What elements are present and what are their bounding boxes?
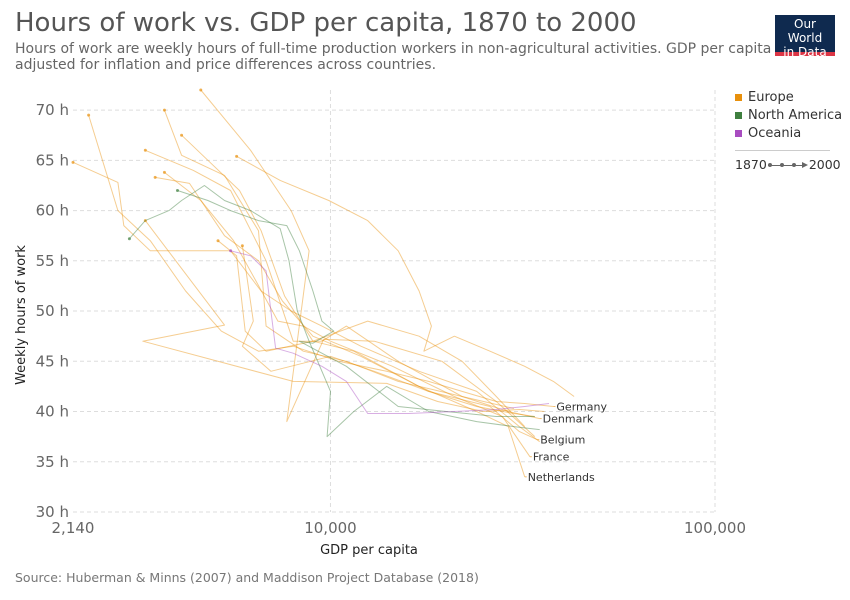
- legend-swatch-north-america: [735, 111, 742, 119]
- series-start-point[interactable]: [229, 249, 233, 253]
- series-line-series-10[interactable]: [241, 245, 535, 417]
- series-line-netherlands[interactable]: [181, 134, 526, 477]
- series-label-france: France: [533, 451, 570, 464]
- chart-subtitle: Hours of work are weekly hours of full-t…: [15, 41, 788, 73]
- series-start-point[interactable]: [180, 133, 184, 137]
- series-start-point[interactable]: [175, 188, 179, 192]
- time-arrow-icon: [767, 160, 808, 170]
- source-note: Source: Huberman & Minns (2007) and Madd…: [15, 570, 479, 585]
- legend-swatch-europe: [735, 93, 742, 101]
- y-tick-label: 40 h: [36, 403, 69, 421]
- series-start-point[interactable]: [71, 160, 75, 164]
- legend-divider: [735, 150, 830, 151]
- x-tick-label: 100,000: [684, 519, 746, 537]
- grid-lines: [73, 90, 716, 513]
- y-tick-label: 55 h: [36, 252, 69, 270]
- series-start-point[interactable]: [240, 244, 244, 248]
- series-line-series-5[interactable]: [72, 161, 540, 443]
- series-line-france[interactable]: [164, 172, 531, 457]
- series-line-series-12[interactable]: [129, 185, 540, 438]
- x-tick-label: 2,140: [52, 519, 95, 537]
- series-line-series-13[interactable]: [177, 190, 535, 417]
- legend-item-oceania[interactable]: Oceania: [735, 124, 842, 142]
- series-start-point[interactable]: [143, 219, 147, 223]
- logo-line-2: in Data: [783, 45, 827, 59]
- x-axis-label: GDP per capita: [320, 543, 418, 558]
- legend: Europe North America Oceania 1870 2000: [735, 88, 842, 172]
- series-start-point[interactable]: [162, 108, 166, 112]
- series-line-series-8[interactable]: [163, 109, 515, 409]
- series-line-series-14[interactable]: [230, 250, 550, 414]
- series-label-germany: Germany: [556, 401, 607, 414]
- legend-label-europe: Europe: [748, 89, 794, 105]
- series-line-series-7[interactable]: [200, 89, 536, 437]
- y-tick-label: 65 h: [36, 151, 69, 169]
- legend-item-north-america[interactable]: North America: [735, 106, 842, 124]
- series-line-belgium[interactable]: [155, 176, 538, 441]
- time-end-label: 2000: [808, 157, 841, 172]
- series-start-point[interactable]: [162, 170, 166, 174]
- logo-line-1: Our World: [787, 17, 823, 45]
- series-start-point[interactable]: [199, 88, 203, 92]
- series-start-point[interactable]: [143, 148, 147, 152]
- series-start-point[interactable]: [87, 113, 91, 117]
- legend-label-oceania: Oceania: [748, 125, 802, 141]
- series-line-series-9[interactable]: [236, 155, 575, 397]
- series-label-denmark: Denmark: [543, 413, 594, 426]
- series-line-series-6[interactable]: [142, 220, 545, 412]
- axis-ticks: 30 h 35 h 40 h 45 h 50 h 55 h 60 h 65 h 70 h 2,14…: [36, 101, 746, 537]
- y-tick-label: 30 h: [36, 503, 69, 521]
- series-label-netherlands: Netherlands: [528, 471, 595, 484]
- series-start-point[interactable]: [127, 237, 131, 241]
- legend-label-north-america: North America: [748, 107, 843, 123]
- x-tick-label: 10,000: [304, 519, 357, 537]
- y-tick-label: 35 h: [36, 453, 69, 471]
- legend-swatch-oceania: [735, 129, 742, 137]
- series-line-germany[interactable]: [88, 114, 554, 407]
- series-start-point[interactable]: [153, 175, 157, 179]
- series-label-belgium: Belgium: [540, 434, 585, 447]
- y-tick-label: 45 h: [36, 352, 69, 370]
- series-line-denmark[interactable]: [145, 149, 540, 420]
- y-tick-label: 70 h: [36, 101, 69, 119]
- legend-item-europe[interactable]: Europe: [735, 88, 842, 106]
- y-tick-label: 60 h: [36, 202, 69, 220]
- series-start-point[interactable]: [235, 154, 239, 158]
- series-start-point[interactable]: [216, 239, 220, 243]
- series-lines: [71, 88, 575, 477]
- y-axis-label: Weekly hours of work: [14, 245, 29, 385]
- owid-logo[interactable]: Our World in Data: [775, 15, 835, 59]
- time-range-indicator: 1870 2000: [735, 157, 842, 172]
- time-start-label: 1870: [735, 157, 767, 172]
- series-line-series-11[interactable]: [217, 240, 526, 427]
- y-tick-label: 50 h: [36, 302, 69, 320]
- chart-title: Hours of work vs. GDP per capita, 1870 t…: [15, 8, 637, 38]
